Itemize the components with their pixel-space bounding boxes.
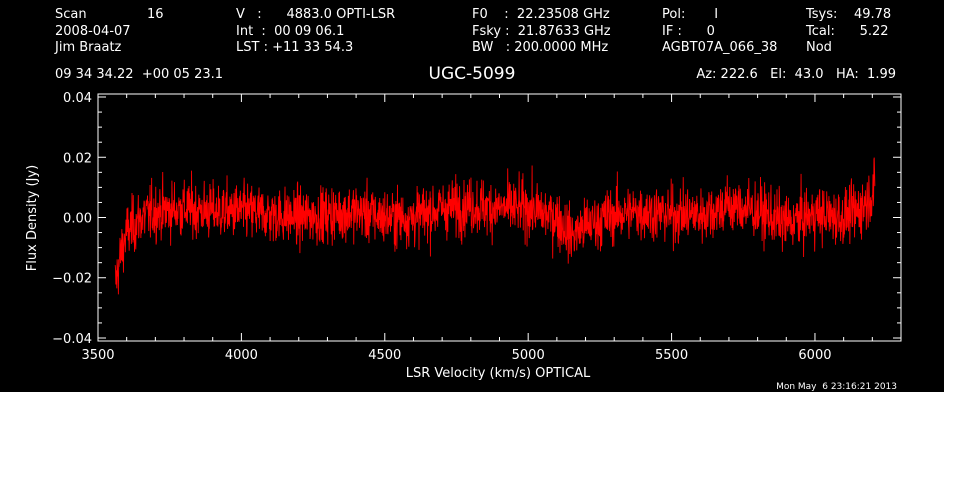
- y-tick-label: 0.02: [63, 151, 92, 166]
- x-tick-label: 5500: [655, 348, 688, 363]
- bandwidth: BW : 200.0000 MHz: [472, 40, 608, 55]
- timestamp: Mon May 6 23:16:21 2013: [776, 382, 897, 392]
- sky-frequency: Fsky : 21.87633 GHz: [472, 24, 611, 39]
- y-tick-marks: [98, 96, 901, 339]
- source-coordinates: 09 34 34.22 +00 05 23.1: [55, 67, 223, 82]
- integration-time: Int : 00 09 06.1: [236, 24, 344, 39]
- x-tick-label: 6000: [798, 348, 831, 363]
- spectrum-line: [114, 157, 876, 295]
- x-tick-label: 3500: [81, 348, 114, 363]
- x-tick-label: 5000: [512, 348, 545, 363]
- if-number: IF : 0: [662, 24, 715, 39]
- rest-frequency: F0 : 22.23508 GHz: [472, 7, 610, 22]
- x-tick-labels: 3500 4000 4500 5000 5500 6000: [81, 348, 831, 363]
- y-tick-labels: −0.04 −0.02 0.00 0.02 0.04: [52, 91, 92, 347]
- obs-date: 2008-04-07: [55, 24, 131, 39]
- x-tick-marks: [97, 94, 902, 341]
- y-tick-label: 0.00: [63, 212, 92, 227]
- y-axis-title: Flux Density (Jy): [25, 165, 40, 271]
- plot-panel: Scan 16 V : 4883.0 OPTI-LSR F0 : 22.2350…: [0, 0, 944, 392]
- spectrum-chart: Scan 16 V : 4883.0 OPTI-LSR F0 : 22.2350…: [25, 7, 902, 392]
- x-tick-label: 4500: [368, 348, 401, 363]
- tsys: Tsys: 49.78: [805, 7, 891, 22]
- project-id: AGBT07A_066_38: [662, 40, 777, 55]
- spectrum-series: [114, 157, 876, 295]
- observer: Jim Braatz: [54, 40, 122, 55]
- lst: LST : +11 33 54.3: [236, 40, 353, 55]
- y-tick-label: −0.04: [52, 332, 92, 347]
- scan-number: 16: [147, 7, 164, 22]
- x-tick-label: 4000: [225, 348, 258, 363]
- tcal: Tcal: 5.22: [805, 24, 889, 39]
- az-el-ha: Az: 222.6 El: 43.0 HA: 1.99: [696, 67, 896, 82]
- procedure: Nod: [806, 40, 832, 55]
- source-name: UGC-5099: [429, 64, 516, 84]
- y-tick-label: −0.02: [52, 272, 92, 287]
- x-axis-title: LSR Velocity (km/s) OPTICAL: [406, 366, 591, 381]
- scan-label: Scan: [55, 7, 87, 22]
- polarization: Pol: I: [662, 7, 718, 22]
- velocity-info: V : 4883.0 OPTI-LSR: [236, 7, 395, 22]
- y-tick-label: 0.04: [63, 91, 92, 106]
